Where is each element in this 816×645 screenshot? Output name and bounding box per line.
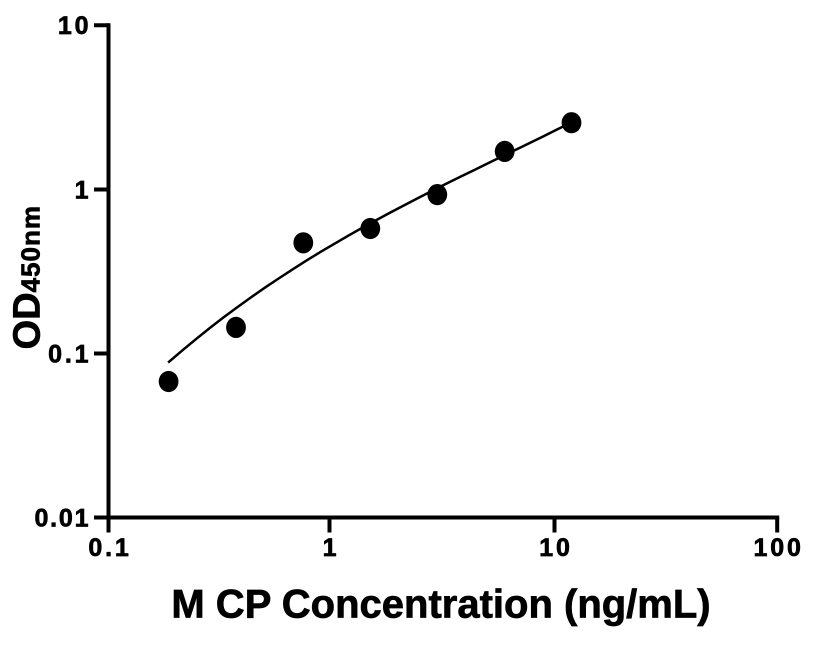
svg-text:M CP Concentration (ng/mL): M CP Concentration (ng/mL)	[171, 583, 710, 627]
svg-text:1: 1	[75, 176, 92, 204]
svg-text:0.1: 0.1	[88, 534, 131, 562]
svg-text:10: 10	[539, 534, 572, 562]
svg-text:1: 1	[323, 534, 340, 562]
svg-text:OD450nm: OD450nm	[7, 205, 49, 349]
svg-text:10: 10	[58, 12, 91, 40]
svg-text:0.1: 0.1	[48, 340, 91, 368]
svg-text:100: 100	[754, 534, 804, 562]
svg-text:0.01: 0.01	[34, 504, 90, 532]
